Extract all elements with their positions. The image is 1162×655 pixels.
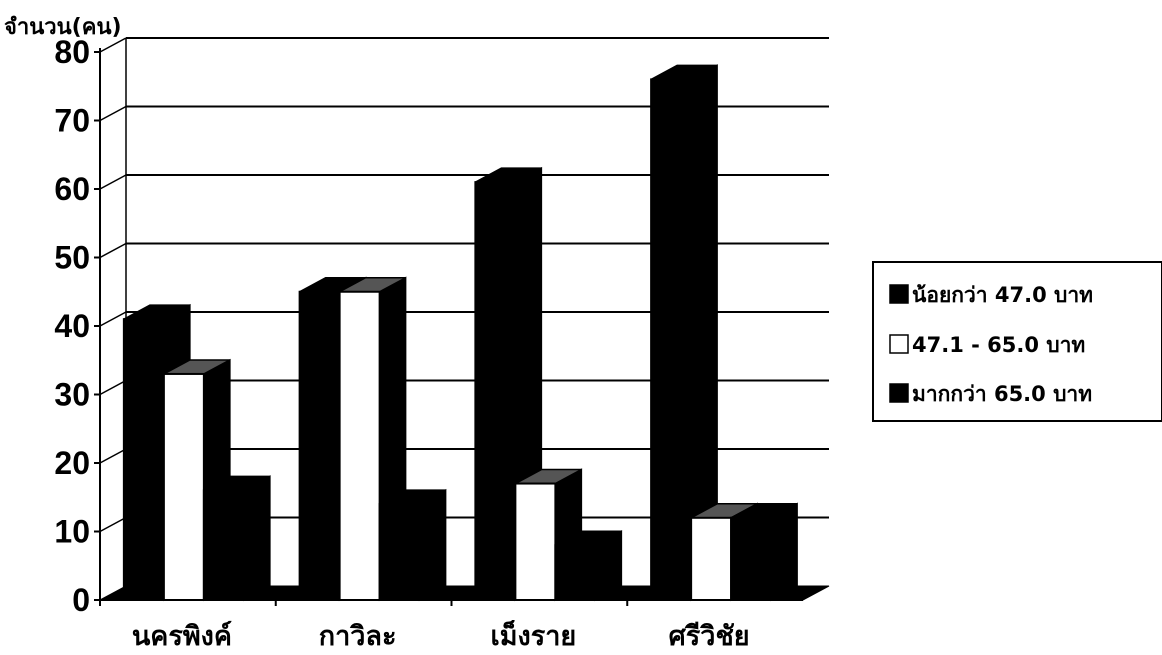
bar-2-2 [338,276,407,602]
y-tick-label: 20 [54,445,90,481]
bar-front [202,489,245,601]
y-tick-label: 50 [54,240,90,276]
bar-1-4 [650,64,718,602]
bar-front [378,503,421,602]
bar-side [770,502,798,602]
y-axis-label: จำนวน(คน) [4,15,122,40]
side-gridline [99,379,127,396]
bar-front [650,78,693,601]
y-tick-label: 70 [54,103,90,139]
legend-box [872,261,1162,422]
bar-3-1 [202,475,271,602]
bar-front [514,482,557,601]
bar-front [122,318,165,601]
x-tick-label: นครพิงค์ [132,620,232,652]
legend: น้อยกว่า 47.0 บาท 47.1 - 65.0 บาท มากกว่… [872,261,1162,422]
bar-3-3 [554,529,623,602]
legend-label-2: 47.1 - 65.0 บาท [912,333,1085,357]
side-gridline [99,448,127,464]
bar-front [338,290,381,601]
side-gridline [99,105,127,122]
y-tick-label: 40 [54,308,90,344]
bar-side [418,488,447,602]
bar-3-2 [378,488,447,602]
y-tick-label: 0 [72,582,90,618]
x-tick-label: เม็งราย [491,618,577,652]
bar-front [690,516,733,601]
bar-front [554,544,597,602]
bar-front [474,181,517,601]
legend-label-1: น้อยกว่า 47.0 บาท [912,283,1093,307]
bar-front [298,290,341,601]
bar-3-4 [730,502,798,602]
x-tick-label: ศรีวิชัย [669,621,750,652]
legend-item-3: มากกว่า 65.0 บาท [889,382,1092,406]
legend-swatch-3 [889,383,909,403]
bar-front [162,372,205,602]
side-gridline [99,311,127,327]
bar-side [243,475,271,602]
y-tick-label: 80 [54,34,90,70]
bar-front [730,516,773,601]
side-gridline [99,516,127,533]
side-gridline [99,37,127,53]
legend-label-3: มากกว่า 65.0 บาท [912,382,1092,406]
y-tick-label: 60 [54,171,90,207]
y-tick-label: 30 [54,377,90,413]
side-gridline [99,242,127,259]
legend-item-2: 47.1 - 65.0 บาท [889,333,1085,357]
legend-item-1: น้อยกว่า 47.0 บาท [889,283,1093,307]
y-tick-label: 10 [54,514,90,550]
axis-layer: 0 10 20 30 40 50 60 70 80 นครพิงค์ กาวิละ เม็งราย ศร… [54,34,803,652]
side-gridline [99,174,127,190]
legend-swatch-1 [889,284,909,304]
legend-swatch-2 [889,334,909,354]
bars-layer [122,64,798,602]
x-tick-label: กาวิละ [319,621,397,652]
